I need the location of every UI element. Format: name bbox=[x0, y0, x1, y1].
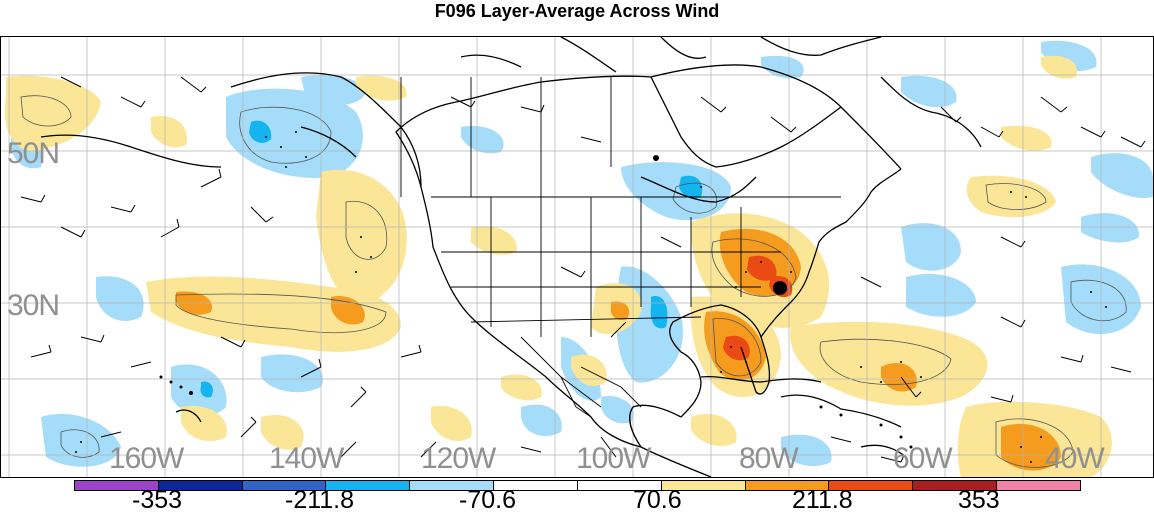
lon-label-40w: 40W bbox=[1045, 442, 1105, 475]
political-boundaries bbox=[400, 77, 841, 418]
lon-label-140w: 140W bbox=[269, 442, 344, 475]
lon-label-60w: 60W bbox=[893, 442, 953, 475]
map-title: F096 Layer-Average Across Wind bbox=[434, 1, 720, 21]
colorbar-swatch bbox=[410, 481, 495, 490]
colorbar-swatch bbox=[75, 481, 159, 490]
strong-negative-cores bbox=[200, 120, 703, 398]
wind-barbs bbox=[20, 76, 1146, 463]
colorbar bbox=[74, 480, 1081, 491]
colorbar-label: 70.6 bbox=[633, 486, 682, 514]
colorbar-swatch bbox=[745, 481, 830, 490]
colorbar-label: 211.8 bbox=[792, 486, 853, 514]
colorbar-swatch bbox=[326, 481, 411, 490]
colorbar-swatch bbox=[997, 481, 1080, 490]
storm-center-marker bbox=[773, 281, 787, 295]
lon-label-120w: 120W bbox=[421, 442, 496, 475]
lat-label-50n: 50N bbox=[7, 137, 60, 170]
lon-label-160w: 160W bbox=[109, 442, 184, 475]
colorbar-swatch bbox=[158, 481, 243, 490]
map-canvas bbox=[1, 37, 1153, 477]
islands bbox=[159, 375, 913, 449]
colorbar-swatch bbox=[577, 481, 662, 490]
negative-anomaly-regions bbox=[11, 40, 1153, 467]
colorbar-swatch bbox=[242, 481, 327, 490]
coastlines bbox=[40, 37, 982, 477]
colorbar-swatch bbox=[494, 481, 578, 490]
great-lakes-marker bbox=[653, 155, 659, 161]
lon-label-100w: 100W bbox=[576, 442, 651, 475]
colorbar-label: -211.8 bbox=[285, 486, 355, 514]
map-panel: 50N 30N 160W 140W 120W 100W 80W 60W 40W bbox=[0, 36, 1154, 478]
colorbar-label: -353 bbox=[132, 486, 183, 514]
colorbar-swatch bbox=[829, 481, 914, 490]
colorbar-label: -70.6 bbox=[459, 486, 516, 514]
colorbar-swatch bbox=[913, 481, 998, 490]
colorbar-swatch bbox=[661, 481, 746, 490]
lon-label-80w: 80W bbox=[739, 442, 799, 475]
lat-label-30n: 30N bbox=[7, 289, 60, 322]
colorbar-label: 353 bbox=[958, 486, 1000, 514]
